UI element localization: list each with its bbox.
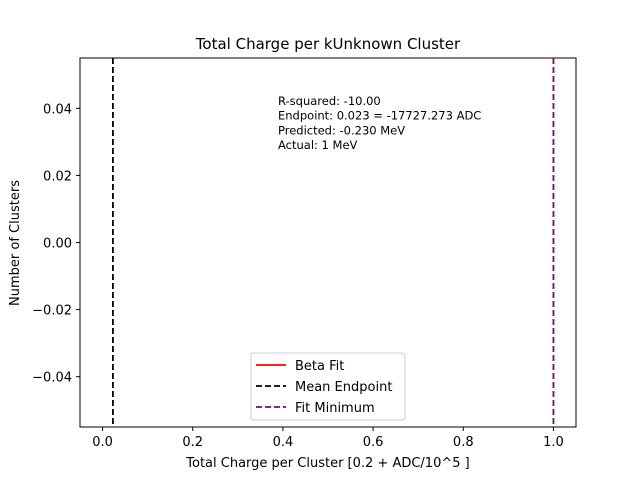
legend-label: Mean Endpoint (295, 380, 392, 395)
annotation-line: Actual: 1 MeV (278, 138, 358, 152)
x-tick-label: 0.0 (92, 435, 113, 450)
x-tick-label: 1.0 (543, 435, 564, 450)
x-tick-label: 0.2 (182, 435, 203, 450)
x-tick-label: 0.4 (273, 435, 294, 450)
y-tick-label: 0.02 (43, 169, 72, 184)
x-axis-ticks: 0.0 0.2 0.4 0.6 0.8 1.0 (92, 427, 564, 450)
x-tick-label: 0.6 (363, 435, 384, 450)
y-axis-label: Number of Clusters (8, 180, 23, 306)
annotation-line: Endpoint: 0.023 = -17727.273 ADC (278, 109, 481, 123)
chart-title: Total Charge per kUnknown Cluster (195, 35, 461, 53)
annotation-line: R-squared: -10.00 (278, 94, 381, 108)
y-tick-label: −0.04 (32, 371, 72, 386)
legend-label: Fit Minimum (295, 401, 375, 416)
legend-box (250, 352, 406, 421)
y-tick-label: 0.00 (43, 237, 72, 252)
annotation-line: Predicted: -0.230 MeV (278, 123, 405, 137)
series-layer (112, 58, 555, 427)
x-tick-label: 0.8 (453, 435, 474, 450)
y-tick-label: −0.02 (32, 304, 72, 319)
y-tick-label: 0.04 (43, 102, 72, 117)
legend: Beta Fit Mean Endpoint Fit Minimum (250, 352, 406, 421)
fit-annotation: R-squared: -10.00 Endpoint: 0.023 = -1772… (278, 94, 481, 152)
legend-label: Beta Fit (295, 359, 344, 374)
x-axis-label: Total Charge per Cluster [0.2 + ADC/10^5… (185, 456, 469, 471)
y-axis-ticks: 0.04 0.02 0.00 −0.02 −0.04 (32, 102, 80, 386)
